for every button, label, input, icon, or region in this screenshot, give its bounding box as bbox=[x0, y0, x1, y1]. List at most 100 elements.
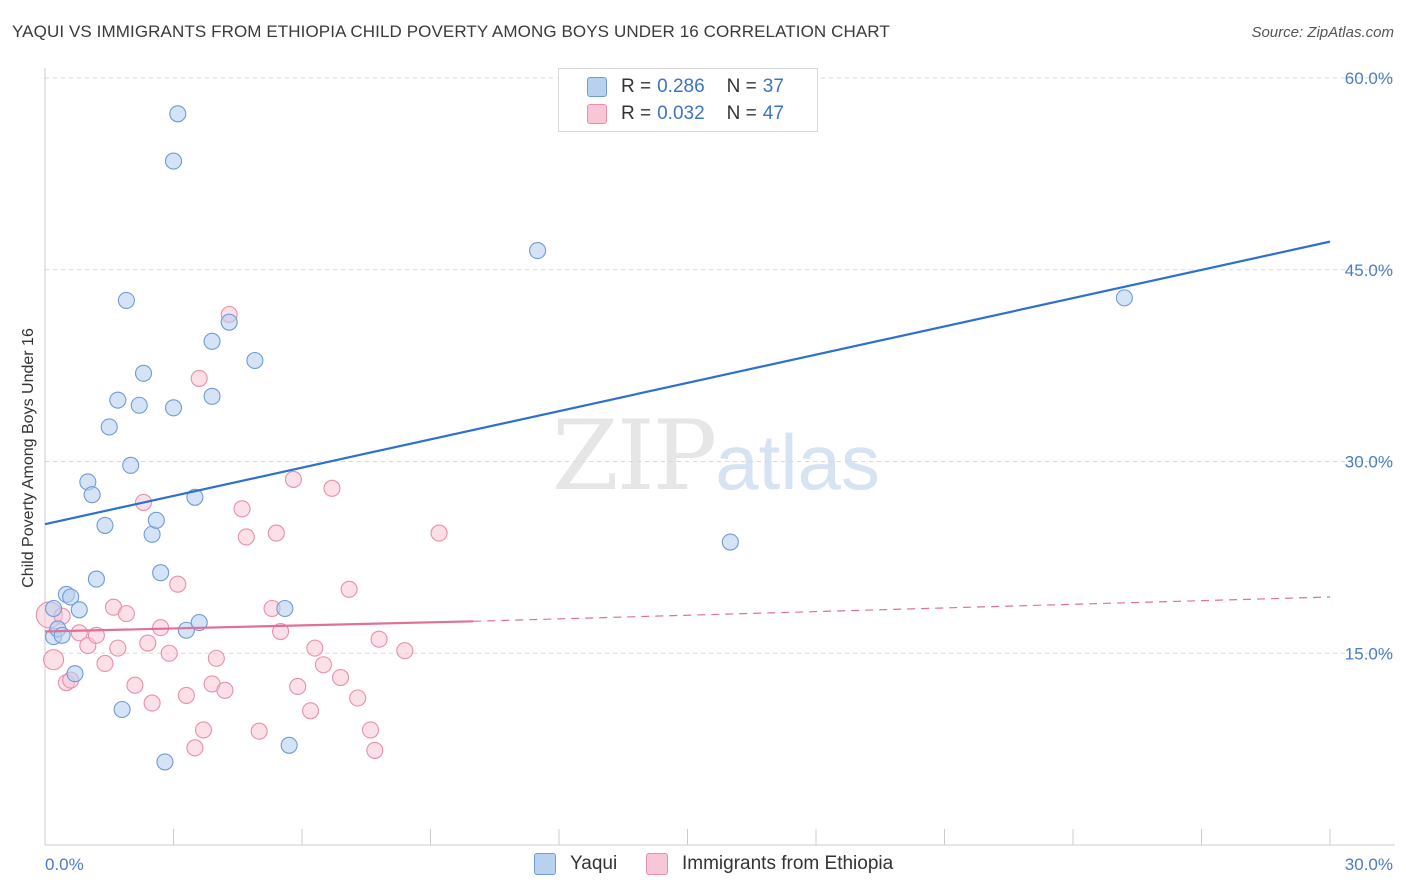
tick-labels: 15.0% 30.0% 45.0% 60.0% 0.0% 30.0% bbox=[45, 69, 1393, 874]
data-point-yaqui bbox=[66, 665, 84, 683]
data-point-ethiopia bbox=[186, 739, 204, 757]
legend-r-label: R = bbox=[621, 76, 652, 97]
y-tick-label: 60.0% bbox=[1345, 69, 1393, 88]
data-point-yaqui bbox=[186, 488, 204, 506]
data-point-ethiopia bbox=[194, 721, 213, 739]
data-point-yaqui bbox=[169, 105, 187, 123]
legend-n-label: N = bbox=[726, 103, 757, 124]
y-tick-label: 30.0% bbox=[1345, 453, 1393, 472]
data-point-ethiopia bbox=[272, 622, 290, 641]
data-point-ethiopia bbox=[323, 479, 341, 497]
legend-swatch-ethiopia bbox=[587, 104, 607, 124]
legend-r-label: R = bbox=[621, 103, 652, 124]
data-point-yaqui bbox=[100, 418, 118, 436]
data-point-yaqui bbox=[164, 399, 183, 417]
chart-title: YAQUI VS IMMIGRANTS FROM ETHIOPIA CHILD … bbox=[12, 22, 890, 41]
bottom-legend-yaqui: Yaqui bbox=[534, 851, 617, 877]
data-point-yaqui bbox=[177, 621, 195, 639]
legend-r-value: 0.286 bbox=[657, 76, 705, 97]
data-point-ethiopia bbox=[314, 656, 332, 674]
data-point-yaqui bbox=[45, 599, 63, 618]
axes bbox=[44, 68, 1395, 846]
data-point-ethiopia bbox=[366, 741, 384, 759]
data-point-ethiopia bbox=[250, 722, 268, 740]
trend-line-ethiopia bbox=[44, 620, 474, 633]
data-point-ethiopia bbox=[267, 524, 285, 542]
data-point-yaqui bbox=[276, 599, 294, 618]
data-point-ethiopia bbox=[177, 686, 195, 704]
y-tick-label: 15.0% bbox=[1345, 644, 1393, 663]
data-point-ethiopia bbox=[169, 575, 187, 593]
data-point-yaqui bbox=[147, 511, 165, 529]
bottom-legend-ethiopia: Immigrants from Ethiopia bbox=[646, 851, 893, 877]
legend-n-label: N = bbox=[726, 76, 757, 97]
data-point-yaqui bbox=[70, 601, 88, 619]
data-point-ethiopia bbox=[396, 642, 414, 660]
grid-lines bbox=[45, 77, 1395, 654]
legend-row-ethiopia: R = 0.032 N = 47 bbox=[587, 101, 784, 127]
data-point-yaqui bbox=[113, 700, 131, 719]
source-label: Source: ZipAtlas.com bbox=[1251, 24, 1394, 41]
data-point-ethiopia bbox=[160, 644, 178, 662]
trend-lines bbox=[44, 240, 1331, 633]
x-tick-label: 0.0% bbox=[45, 855, 84, 874]
watermark: ZIPatlas bbox=[552, 400, 880, 512]
legend-r-value: 0.032 bbox=[657, 103, 705, 124]
data-point-yaqui bbox=[117, 291, 135, 309]
data-point-yaqui bbox=[130, 396, 148, 414]
data-point-ethiopia bbox=[117, 605, 135, 623]
data-point-yaqui bbox=[87, 570, 105, 588]
data-point-ethiopia bbox=[233, 500, 251, 518]
data-point-ethiopia bbox=[207, 649, 225, 667]
data-point-ethiopia bbox=[361, 721, 380, 739]
data-point-ethiopia bbox=[126, 676, 144, 694]
y-tick-label: 45.0% bbox=[1345, 261, 1393, 280]
bottom-legend-swatch-yaqui bbox=[534, 853, 556, 875]
data-point-yaqui bbox=[109, 391, 127, 409]
data-point-ethiopia bbox=[216, 681, 234, 699]
y-axis-label: Child Poverty Among Boys Under 16 bbox=[20, 328, 37, 588]
x-tick-label: 30.0% bbox=[1345, 855, 1393, 874]
data-point-ethiopia bbox=[306, 639, 324, 657]
data-point-yaqui bbox=[96, 516, 114, 534]
bottom-legend-label-yaqui: Yaqui bbox=[570, 853, 618, 874]
data-point-yaqui bbox=[203, 332, 221, 350]
data-point-yaqui bbox=[152, 564, 170, 582]
data-point-ethiopia bbox=[109, 639, 127, 657]
bottom-legend-swatch-ethiopia bbox=[646, 853, 668, 875]
data-point-yaqui bbox=[122, 456, 140, 474]
data-point-yaqui bbox=[164, 152, 183, 170]
data-point-ethiopia bbox=[430, 524, 448, 542]
yaqui-points bbox=[45, 105, 1133, 771]
data-point-ethiopia bbox=[237, 528, 255, 546]
data-point-ethiopia bbox=[340, 580, 358, 598]
data-point-yaqui bbox=[529, 242, 547, 260]
data-point-ethiopia bbox=[349, 689, 367, 707]
data-point-ethiopia bbox=[139, 634, 157, 652]
trend-line-yaqui bbox=[44, 240, 1331, 526]
data-point-ethiopia bbox=[190, 369, 208, 387]
data-point-ethiopia bbox=[370, 630, 388, 648]
data-point-yaqui bbox=[280, 736, 298, 754]
bottom-legend-label-ethiopia: Immigrants from Ethiopia bbox=[682, 853, 894, 874]
data-point-yaqui bbox=[721, 533, 739, 551]
data-point-ethiopia bbox=[331, 668, 350, 687]
legend-n-value: 37 bbox=[762, 76, 784, 97]
ethiopia-points bbox=[35, 305, 448, 759]
watermark-zip: ZIP bbox=[552, 400, 717, 512]
data-point-yaqui bbox=[1115, 289, 1133, 307]
data-point-yaqui bbox=[53, 626, 71, 644]
data-point-yaqui bbox=[203, 387, 221, 405]
data-point-yaqui bbox=[62, 588, 80, 606]
trend-line-ethiopia-dashed bbox=[473, 596, 1331, 622]
legend-row-yaqui: R = 0.286 N = 37 bbox=[587, 74, 784, 100]
data-point-yaqui bbox=[143, 525, 161, 543]
legend-n-value: 47 bbox=[762, 103, 784, 124]
data-point-yaqui bbox=[134, 364, 153, 382]
data-point-yaqui bbox=[190, 614, 208, 632]
correlation-legend: R = 0.286 N = 37 R = 0.032 N = 47 bbox=[558, 68, 818, 132]
data-point-ethiopia bbox=[302, 702, 320, 720]
data-point-ethiopia bbox=[284, 470, 302, 488]
data-point-ethiopia bbox=[143, 694, 161, 712]
